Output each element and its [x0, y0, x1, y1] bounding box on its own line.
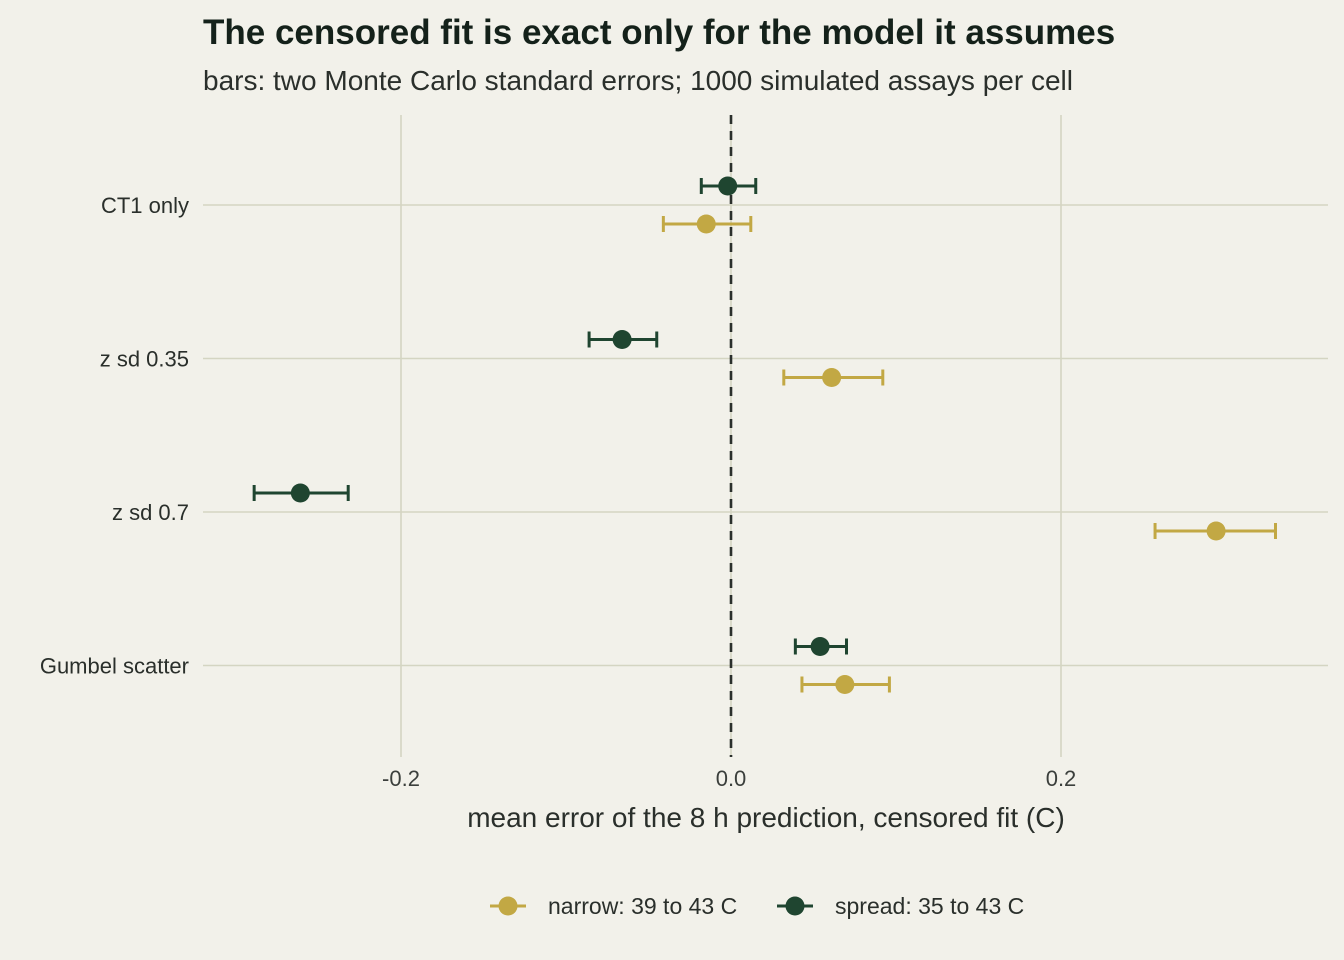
error-bar-point: [800, 675, 891, 694]
x-tick-label: -0.2: [382, 766, 420, 791]
y-tick-label: z sd 0.35: [100, 347, 189, 372]
plot-area: -0.2 0.0 0.2 CT1 only z sd 0.35 z sd 0.7 Gumbe…: [40, 115, 1328, 791]
y-tick-label: Gumbel scatter: [40, 654, 189, 679]
error-bar-point: [252, 483, 350, 503]
error-bar-point: [782, 368, 885, 387]
x-tick-label: 0.0: [716, 766, 747, 791]
x-axis-label: mean error of the 8 h prediction, censor…: [467, 802, 1065, 833]
data-point: [718, 176, 738, 196]
legend-item: narrow: 39 to 43 C: [490, 893, 737, 919]
data-point: [696, 214, 716, 234]
data-point: [822, 368, 842, 387]
chart-title: The censored fit is exact only for the m…: [203, 13, 1115, 52]
error-bar-point: [587, 330, 659, 349]
error-bar-point: [1153, 521, 1277, 541]
error-bar-point: [661, 214, 753, 234]
y-tick-label: CT1 only: [101, 193, 189, 218]
legend-key-point: [498, 896, 518, 916]
legend-key-point: [785, 896, 805, 916]
data-point: [1206, 521, 1226, 541]
error-bar-point: [793, 637, 848, 656]
data-point: [810, 637, 830, 656]
legend-label: narrow: 39 to 43 C: [548, 893, 737, 919]
chart-subtitle: bars: two Monte Carlo standard errors; 1…: [203, 65, 1073, 96]
y-tick-label: z sd 0.7: [112, 500, 189, 525]
legend-label: spread: 35 to 43 C: [835, 893, 1024, 919]
legend: narrow: 39 to 43 C spread: 35 to 43 C: [490, 893, 1024, 919]
error-bar-point: [699, 176, 758, 196]
x-tick-label: 0.2: [1046, 766, 1077, 791]
data-point: [290, 483, 310, 503]
data-point: [835, 675, 855, 694]
legend-item: spread: 35 to 43 C: [777, 893, 1024, 919]
data-point: [612, 330, 632, 349]
